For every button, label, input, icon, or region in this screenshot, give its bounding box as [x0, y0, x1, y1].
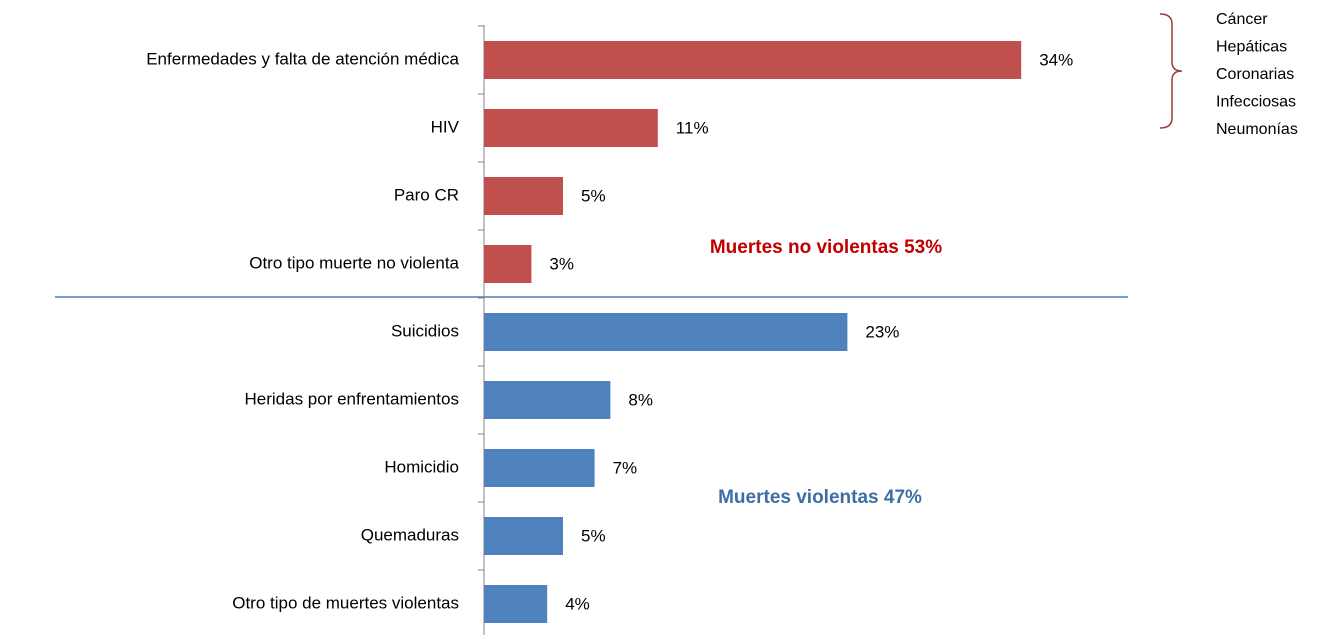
value-label: 4% [565, 594, 590, 613]
bracket-item: Neumonías [1216, 121, 1298, 138]
bar [484, 517, 563, 555]
value-label: 7% [613, 458, 638, 477]
value-label: 11% [676, 118, 709, 137]
y-tick-label: Homicidio [384, 457, 459, 476]
bracket-item: Cáncer [1216, 11, 1268, 28]
bracket-item: Infecciosas [1216, 94, 1296, 111]
bar [484, 245, 532, 283]
value-label: 34% [1039, 50, 1073, 69]
bar [484, 41, 1022, 79]
value-label: 5% [581, 526, 606, 545]
value-label: 5% [581, 186, 606, 205]
y-tick-label: Enfermedades y falta de atención médica [146, 49, 459, 68]
y-tick-label: Otro tipo muerte no violenta [249, 253, 459, 272]
bar [484, 381, 611, 419]
y-tick-label: Quemaduras [361, 525, 459, 544]
bar [484, 449, 595, 487]
bar [484, 109, 658, 147]
y-tick-label: Paro CR [394, 185, 459, 204]
group-annotation: Muertes no violentas 53% [710, 237, 942, 258]
bracket-item: Hepáticas [1216, 39, 1287, 56]
value-label: 3% [549, 254, 574, 273]
bracket-item: Coronarias [1216, 66, 1294, 83]
y-tick-label: Heridas por enfrentamientos [244, 389, 459, 408]
bar [484, 585, 548, 623]
y-tick-label: HIV [431, 117, 460, 136]
y-tick-label: Suicidios [391, 321, 459, 340]
bar [484, 177, 563, 215]
value-label: 23% [865, 322, 899, 341]
bar [484, 313, 848, 351]
y-tick-label: Otro tipo de muertes violentas [232, 593, 459, 612]
bracket [1159, 13, 1183, 129]
value-label: 8% [628, 390, 653, 409]
group-annotation: Muertes violentas 47% [718, 487, 922, 508]
